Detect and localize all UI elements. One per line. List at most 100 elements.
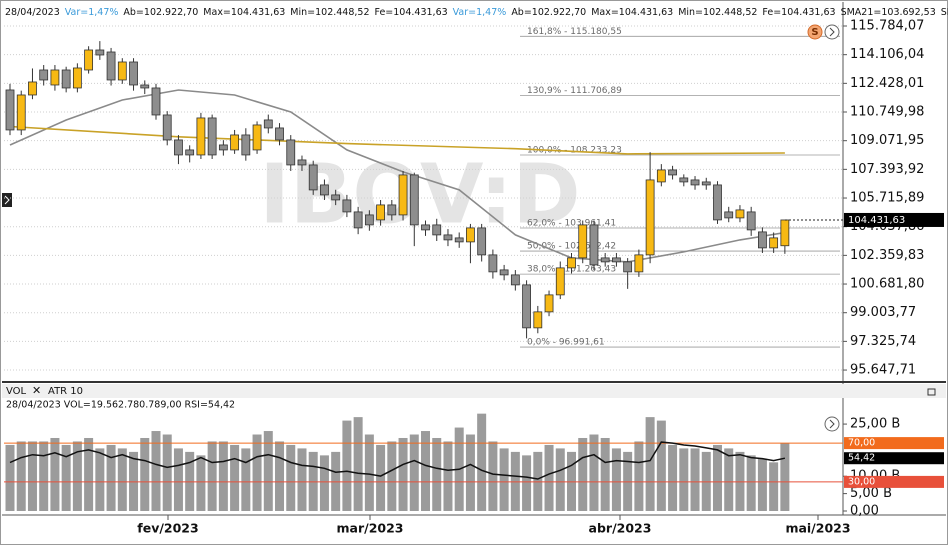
candle-body bbox=[769, 237, 779, 249]
candle-body bbox=[263, 119, 273, 129]
candle-body bbox=[634, 254, 644, 273]
rsi-level-label: 30,00 bbox=[848, 476, 875, 487]
candle-body bbox=[555, 267, 565, 296]
candle-body bbox=[522, 284, 531, 329]
volume-bar bbox=[342, 420, 352, 511]
candle-body bbox=[61, 69, 71, 89]
volume-bar bbox=[140, 437, 150, 511]
candle-body bbox=[297, 159, 307, 166]
candle-body bbox=[174, 139, 183, 156]
volume-bar bbox=[72, 441, 82, 511]
volume-bar bbox=[656, 420, 666, 511]
candle-body bbox=[185, 149, 195, 156]
volume-bar bbox=[421, 431, 431, 511]
volume-bar bbox=[50, 437, 60, 511]
candle-body bbox=[387, 204, 397, 216]
x-tick-label: abr/2023 bbox=[589, 521, 652, 536]
candle-body bbox=[72, 67, 82, 89]
candle-body bbox=[218, 144, 228, 151]
candle-body bbox=[477, 227, 487, 256]
candle-body bbox=[409, 174, 419, 226]
candle-body bbox=[488, 254, 498, 273]
rsi-last-box bbox=[844, 452, 944, 465]
candle-body bbox=[376, 204, 385, 221]
volume-bar bbox=[353, 417, 363, 511]
volume-bar bbox=[690, 448, 700, 511]
candle-body bbox=[589, 224, 599, 266]
volume-bar bbox=[241, 448, 251, 511]
volume-bar bbox=[443, 441, 453, 511]
candle-body bbox=[84, 49, 94, 71]
header-item: Ab=102.922,70 bbox=[511, 7, 586, 18]
candle-body bbox=[578, 224, 588, 259]
candle-body bbox=[780, 219, 790, 247]
volume-bar bbox=[600, 437, 610, 511]
tab-close: ✕ bbox=[32, 384, 41, 397]
header-item: Max=104.431,63 bbox=[591, 7, 673, 18]
candle-body bbox=[454, 237, 464, 243]
candle-body bbox=[443, 234, 453, 241]
candle-body bbox=[398, 174, 408, 216]
candle-body bbox=[331, 194, 341, 201]
candle-body bbox=[623, 261, 633, 273]
volume-bar bbox=[589, 434, 599, 511]
header-item: Max=104.431,63 bbox=[203, 7, 285, 18]
volume-bar bbox=[16, 441, 26, 511]
candle-body bbox=[364, 214, 374, 226]
header-item: Ab=102.922,70 bbox=[123, 7, 198, 18]
volume-bar bbox=[432, 437, 442, 511]
header-item: Fe=104.431,63 bbox=[762, 7, 835, 18]
y-tick-label: 5,00 B bbox=[850, 486, 892, 501]
volume-bar bbox=[668, 444, 678, 511]
volume-bar bbox=[555, 448, 565, 511]
candle-body bbox=[275, 127, 284, 141]
strategy-badge[interactable] bbox=[807, 24, 823, 40]
fib-label: 0,0% - 96.991,61 bbox=[527, 338, 605, 348]
volume-bar bbox=[780, 442, 790, 511]
candle-body bbox=[701, 181, 711, 186]
volume-bar bbox=[218, 441, 228, 511]
fib-label: 100,0% - 108.233,23 bbox=[527, 146, 622, 156]
candle-body bbox=[140, 84, 150, 89]
volume-bar bbox=[275, 441, 285, 511]
side-toggle[interactable] bbox=[2, 193, 12, 207]
fib-label: 130,9% - 111.706,89 bbox=[527, 86, 622, 96]
last-price-label: 104.431,63 bbox=[848, 215, 905, 226]
volume-bar bbox=[162, 434, 172, 511]
volume-bar bbox=[544, 444, 554, 511]
header-line: 28/04/2023 Var=1,47% Ab=102.922,70 Max=104.… bbox=[5, 7, 948, 18]
volume-bar bbox=[196, 455, 206, 511]
volume-info: 28/04/2023 VOL=19.562.780.789,00 RSI=54,… bbox=[6, 400, 235, 411]
candle-body bbox=[567, 257, 576, 269]
volume-bar bbox=[712, 444, 722, 511]
volume-bar bbox=[39, 441, 49, 511]
header-item: SMA21=103.692,53 bbox=[841, 7, 936, 18]
candle-body bbox=[5, 89, 15, 131]
volume-bar bbox=[117, 448, 127, 511]
candle-body bbox=[544, 294, 554, 313]
candle-body bbox=[162, 114, 172, 141]
y-tick-label: 114.106,04 bbox=[850, 47, 924, 62]
vol-next-button[interactable] bbox=[824, 416, 840, 432]
next-arrow bbox=[829, 27, 835, 37]
y-tick-label: 100.681,80 bbox=[850, 277, 924, 292]
header-item: Min=102.448,52 bbox=[290, 7, 369, 18]
candle-body bbox=[230, 134, 240, 151]
volume-bar bbox=[252, 434, 262, 511]
volume-bar bbox=[724, 448, 734, 511]
candle-body bbox=[533, 311, 543, 329]
rsi-level-box bbox=[844, 437, 944, 450]
volume-bar bbox=[611, 448, 621, 511]
tab: VOL bbox=[6, 386, 27, 397]
fib-label: 62,0% - 103.961,41 bbox=[527, 218, 616, 228]
panel-tabs-bar bbox=[2, 384, 946, 398]
volume-bar bbox=[398, 437, 408, 511]
candle-body bbox=[320, 184, 329, 196]
x-tick-label: mar/2023 bbox=[337, 521, 404, 536]
volume-bar bbox=[95, 448, 105, 511]
candle-body bbox=[16, 94, 26, 131]
panel-maximize[interactable] bbox=[927, 388, 936, 396]
next-button[interactable] bbox=[824, 24, 840, 40]
candle-body bbox=[735, 209, 745, 219]
